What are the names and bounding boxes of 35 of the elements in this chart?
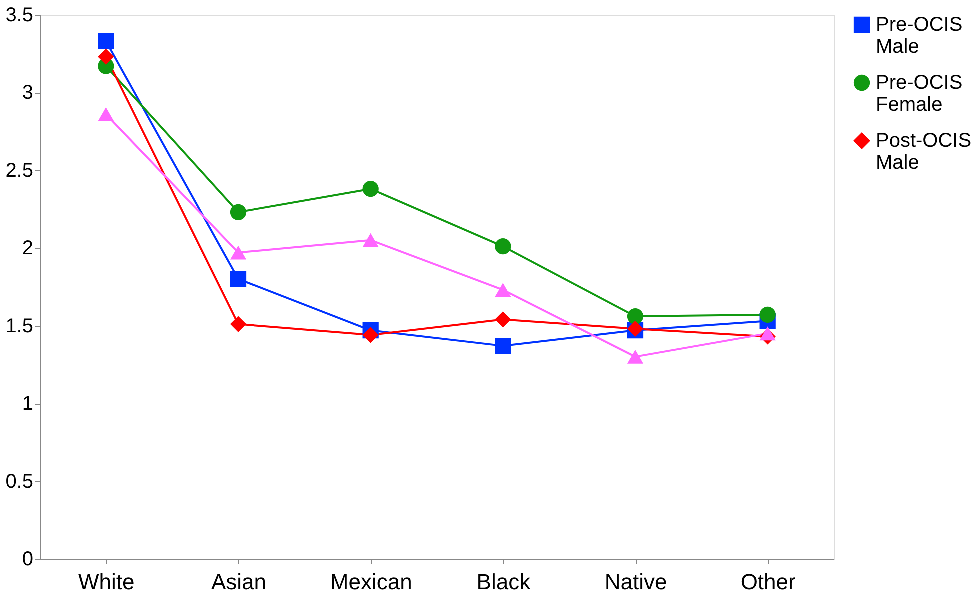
point xyxy=(760,306,776,324)
y-tick-label: 1.5 xyxy=(6,315,34,338)
point xyxy=(230,271,247,288)
point xyxy=(495,238,512,255)
y-tick-label: 0 xyxy=(22,548,34,570)
y-tick-label: 3 xyxy=(22,82,34,104)
x-tick-label: White xyxy=(78,570,135,594)
point xyxy=(362,233,379,248)
y-tick-label: 3.5 xyxy=(6,4,34,26)
point xyxy=(362,181,379,198)
point xyxy=(98,48,114,66)
point xyxy=(98,107,114,122)
point xyxy=(495,312,512,328)
y-tick-label: 1 xyxy=(22,393,34,416)
x-tick-label: Mexican xyxy=(330,570,412,594)
point xyxy=(495,283,512,298)
point xyxy=(98,33,114,50)
legend-label: Post-OCIS Male xyxy=(876,130,972,174)
y-tick-label: 0.5 xyxy=(6,470,34,493)
x-tick-label: Black xyxy=(476,570,532,594)
y-tick-label: 2.5 xyxy=(6,160,34,182)
point xyxy=(495,338,512,354)
x-tick-label: Native xyxy=(604,570,668,594)
x-tick-label: Other xyxy=(740,570,796,594)
legend-label: Pre-OCIS Male xyxy=(876,14,963,58)
point xyxy=(362,327,379,344)
point xyxy=(627,308,644,325)
x-tick-label: Asian xyxy=(211,570,267,594)
point xyxy=(230,204,247,220)
point xyxy=(230,316,247,332)
point xyxy=(760,326,776,341)
point xyxy=(627,350,644,364)
legend-label: Pre-OCIS Female xyxy=(876,72,963,116)
y-tick-label: 2 xyxy=(22,238,34,260)
point xyxy=(230,246,247,260)
